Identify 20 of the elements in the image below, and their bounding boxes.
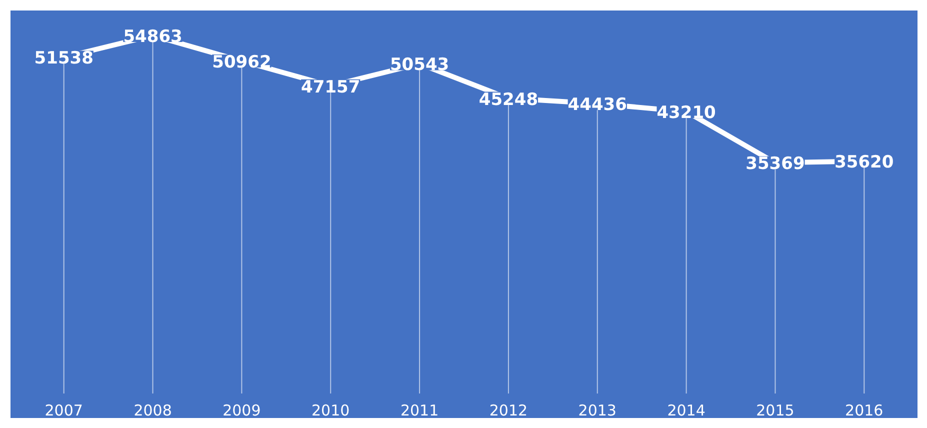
- x-tick-label: 2008: [134, 402, 172, 420]
- x-tick-label: 2010: [312, 402, 350, 420]
- x-tick-label: 2016: [845, 402, 884, 420]
- data-label: 51538: [34, 48, 94, 69]
- data-label: 54863: [123, 27, 182, 48]
- data-label: 45248: [478, 90, 538, 110]
- data-label: 47157: [301, 77, 360, 98]
- data-label: 44436: [568, 95, 627, 116]
- data-label: 35369: [746, 154, 805, 174]
- x-tick-label: 2014: [667, 402, 706, 420]
- x-tick-label: 2007: [44, 402, 83, 420]
- x-tick-label: 2013: [578, 402, 616, 420]
- x-tick-label: 2015: [756, 402, 794, 420]
- x-tick-label: 2012: [489, 402, 528, 420]
- x-tick-label: 2009: [222, 402, 261, 420]
- data-label: 50543: [390, 55, 450, 76]
- x-tick-label: 2011: [400, 402, 439, 420]
- data-label: 50962: [212, 52, 272, 73]
- data-label: 43210: [656, 103, 716, 124]
- data-label: 35620: [834, 152, 894, 173]
